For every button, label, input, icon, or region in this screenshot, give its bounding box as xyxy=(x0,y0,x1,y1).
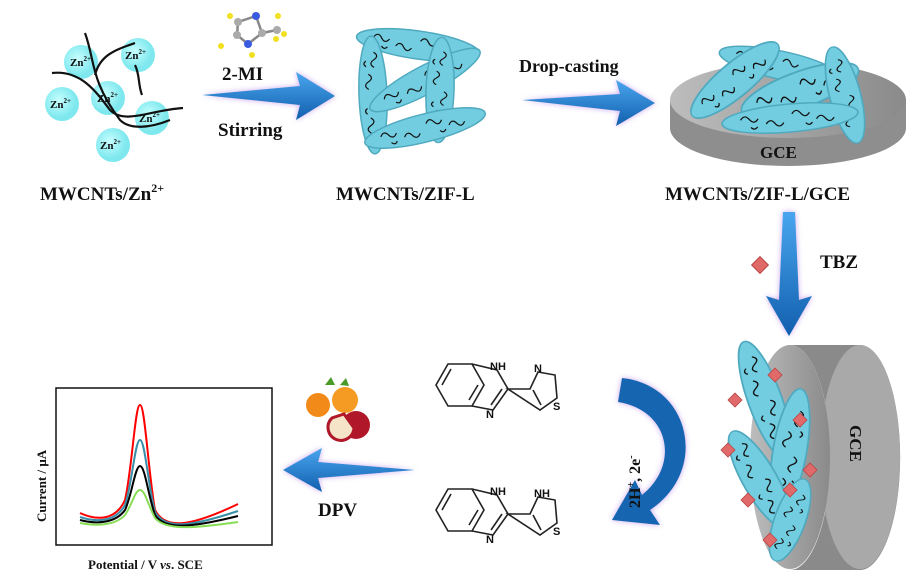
label-tbz: TBZ xyxy=(820,252,858,273)
svg-text:N: N xyxy=(486,534,494,546)
svg-text:S: S xyxy=(553,526,560,538)
svg-text:Zn2+: Zn2+ xyxy=(125,48,146,62)
label-drop-casting: Drop-casting xyxy=(519,56,619,76)
curve-green xyxy=(79,488,239,529)
label-dpv: DPV xyxy=(318,500,357,521)
gce-label-side: GCE xyxy=(846,425,865,462)
tbz-structure-reduced xyxy=(435,488,558,536)
arrow-redox xyxy=(612,378,686,525)
label-stirring: Stirring xyxy=(218,120,283,141)
mwcnts-zif-l-sheets xyxy=(353,21,490,158)
fruit-icon xyxy=(306,377,370,442)
svg-text:N: N xyxy=(534,363,542,375)
plot-x-label: Potential / V vs. SCE xyxy=(88,557,203,572)
2-methylimidazole-molecule xyxy=(218,12,287,58)
zn-ion xyxy=(45,87,79,121)
zn-ion xyxy=(91,81,125,115)
mwcnts-zn-cluster: Zn2+ Zn2+ Zn2+ Zn2+ Zn2+ Zn2+ xyxy=(45,32,184,162)
label-redox: 2H+, 2e- xyxy=(626,455,644,508)
label-mwcnts-zif-l: MWCNTs/ZIF-L xyxy=(336,184,475,205)
arrow-dpv xyxy=(283,448,415,492)
zn-ion xyxy=(64,45,98,79)
gce-label: GCE xyxy=(760,143,797,162)
svg-text:NH: NH xyxy=(534,488,550,500)
arrow-stirring xyxy=(202,72,335,120)
plot-y-label: Current / μA xyxy=(34,449,49,522)
dpv-plot xyxy=(55,387,273,546)
curve-black xyxy=(79,464,239,527)
svg-text:NH: NH xyxy=(490,361,506,373)
label-2-mi: 2-MI xyxy=(222,64,263,85)
svg-text:Zn2+: Zn2+ xyxy=(139,111,160,125)
tbz-structure-oxidized xyxy=(435,363,558,411)
zn-ion xyxy=(96,128,130,162)
svg-text:Zn2+: Zn2+ xyxy=(100,138,121,152)
tbz-molecule-icon xyxy=(751,256,769,274)
svg-text:Zn2+: Zn2+ xyxy=(70,55,91,69)
svg-text:S: S xyxy=(553,401,560,413)
svg-text:Zn2+: Zn2+ xyxy=(50,97,71,111)
arrow-drop-casting xyxy=(522,80,655,126)
label-mwcnts-zn: MWCNTs/Zn2+ xyxy=(40,181,164,205)
svg-text:NH: NH xyxy=(490,486,506,498)
svg-text:Zn2+: Zn2+ xyxy=(97,91,118,105)
carbon-nanotubes xyxy=(51,32,184,128)
curve-teal xyxy=(79,438,239,526)
zn-ion xyxy=(121,38,155,72)
gce-electrode-tbz xyxy=(716,335,901,570)
label-mwcnts-zif-l-gce: MWCNTs/ZIF-L/GCE xyxy=(665,184,850,205)
gce-electrode xyxy=(670,30,906,166)
arrow-tbz xyxy=(766,212,812,336)
svg-text:N: N xyxy=(486,409,494,421)
